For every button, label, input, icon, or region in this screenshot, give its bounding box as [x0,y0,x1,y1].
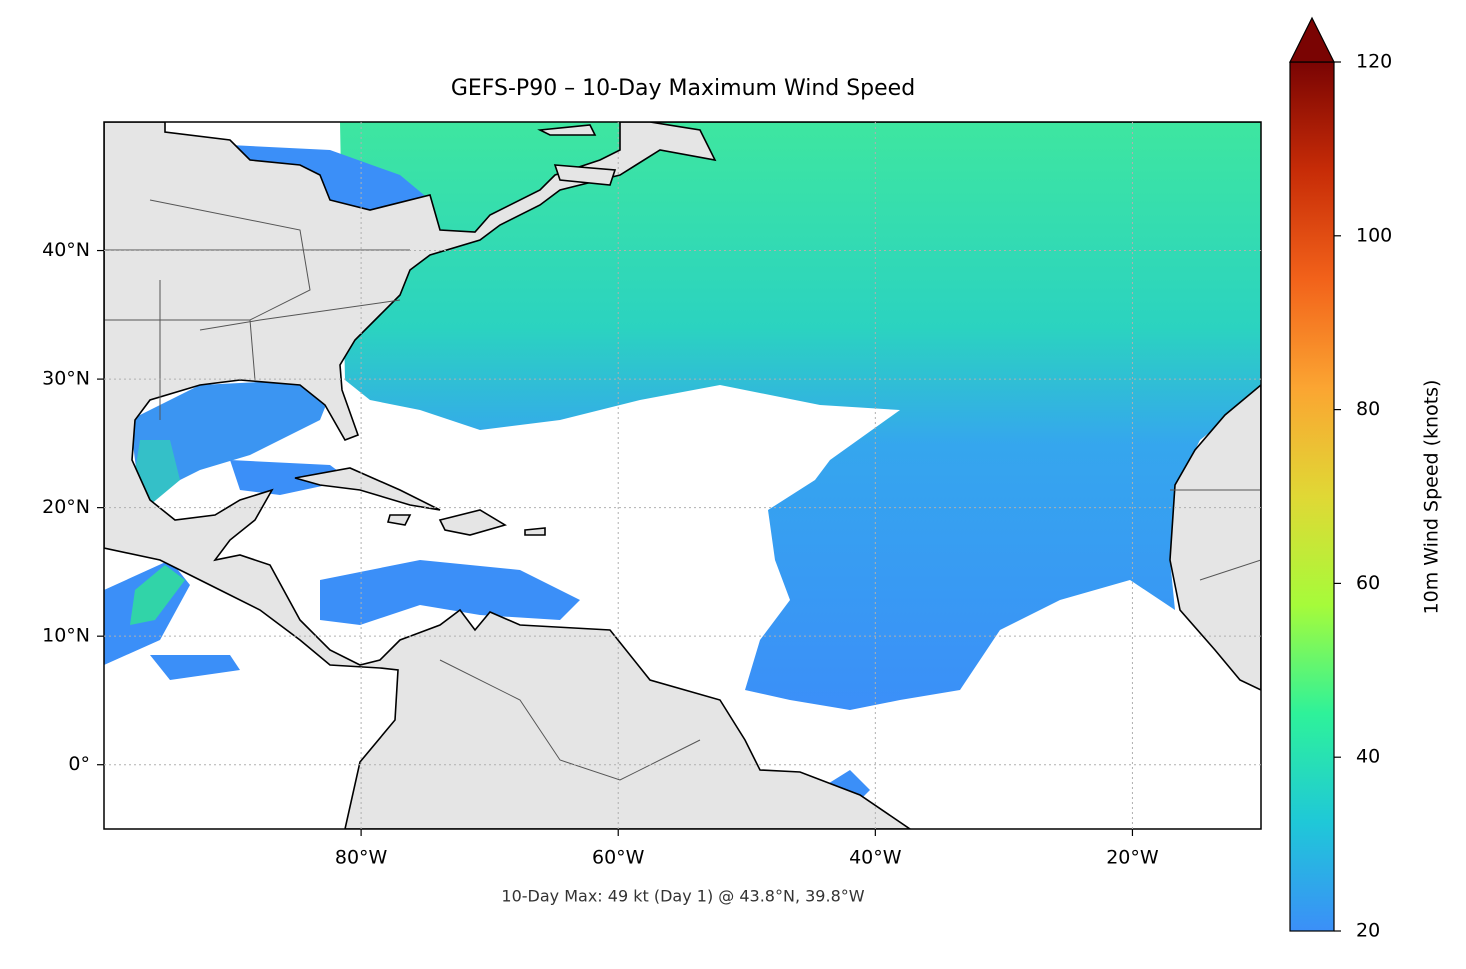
axes-frame [103,121,1262,830]
x-tick-label: 40°W [849,847,902,869]
colorbar: 10m Wind Speed (knots) 20 40 60 80 100 120 [1289,16,1443,942]
y-tick-label: 30°N [42,368,90,390]
x-tick-label: 60°W [592,847,645,869]
colorbar-tick-label: 100 [1356,224,1392,246]
colorbar-tick-label: 60 [1356,572,1380,594]
colorbar-extend [1289,16,1335,63]
x-tick-label: 20°W [1106,847,1159,869]
x-tick-label: 80°W [335,847,388,869]
y-tick-label: 40°N [42,239,90,261]
colorbar-label: 10m Wind Speed (knots) [1421,380,1443,615]
borders [104,199,1261,781]
map-title: GEFS-P90 – 10-Day Maximum Wind Speed [451,76,915,101]
colorbar-tick-label: 40 [1356,746,1380,768]
map-area [104,122,1261,829]
land [104,122,1261,829]
annotation: 10-Day Max: 49 kt (Day 1) @ 43.8°N, 39.8… [501,887,864,906]
y-tick-label: 20°N [42,496,90,518]
axes: 80°W 60°W 40°W 20°W 0° 10°N 20°N 30°N 40°N [42,122,1261,869]
colorbar-bar [1289,61,1335,932]
colorbar-tick-label: 120 [1356,51,1392,73]
colorbar-tick-label: 20 [1356,920,1380,942]
colorbar-tick-label: 80 [1356,398,1380,420]
y-tick-label: 10°N [42,625,90,647]
y-tick-label: 0° [68,753,90,775]
